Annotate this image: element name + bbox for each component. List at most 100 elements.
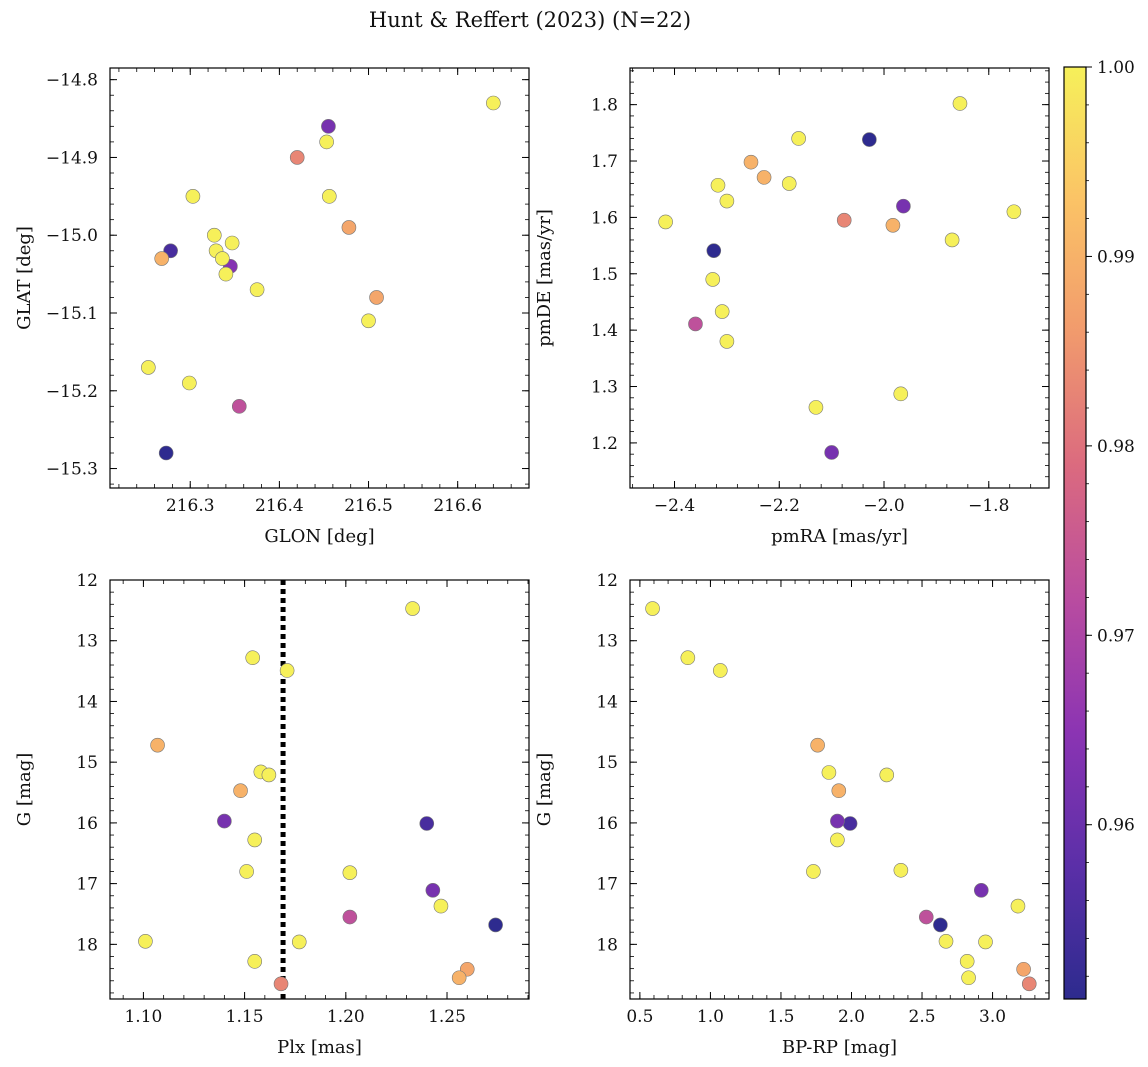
y-tick-label: 15 [596, 753, 618, 773]
x-tick-label: −2.0 [863, 496, 904, 516]
data-point [361, 313, 376, 329]
x-tick-label: 1.20 [327, 1007, 365, 1027]
data-point [185, 189, 201, 204]
panel-2: −2.4 −2.2 −2.0 −1.8 1.2 1.3 1.4 1.5 1.6 1.7 1.8 pmR… [534, 67, 1050, 547]
data-point [791, 131, 806, 146]
data-point [341, 220, 357, 235]
data-point [425, 883, 441, 898]
data-point [933, 917, 948, 933]
colorbar-tick-label: 0.98 [1097, 437, 1135, 457]
y-tick-label: −15.1 [46, 304, 98, 324]
x-axis-label: Plx [mas] [277, 1037, 362, 1058]
figure-title: Hunt & Reffert (2023) (N=22) [369, 8, 691, 32]
y-tick-label: −15.0 [46, 226, 98, 246]
data-point [688, 316, 703, 332]
y-tick-label: 1.8 [591, 96, 618, 116]
x-tick-label: 216.5 [344, 496, 393, 516]
data-point [830, 813, 845, 829]
data-point [322, 189, 337, 204]
data-point [821, 765, 837, 780]
data-point [830, 832, 845, 848]
x-axis-label: pmRA [mas/yr] [771, 526, 908, 547]
x-tick-label: 1.25 [428, 1007, 466, 1027]
x-tick-label: 1.5 [767, 1007, 794, 1027]
data-point [150, 737, 165, 753]
y-tick-label: −14.9 [46, 148, 98, 168]
data-point [321, 119, 336, 134]
data-point [289, 150, 305, 165]
data-point [743, 154, 759, 170]
panel-4: 0.5 1.0 1.5 2.0 2.5 3.0 12 13 14 15 16 17 18 BP-RP [m… [534, 571, 1050, 1058]
data-point [806, 864, 821, 879]
y-axis-label: G [mag] [14, 753, 35, 826]
data-point [680, 650, 696, 666]
data-point [249, 282, 265, 297]
data-point [706, 243, 722, 258]
y-tick-label: 13 [76, 632, 98, 652]
plot-frame [109, 67, 530, 489]
y-axis-label: pmDE [mas/yr] [534, 209, 555, 347]
colorbar-tick-label: 1.00 [1097, 58, 1135, 78]
y-tick-label: 1.4 [591, 321, 618, 341]
data-point [488, 917, 503, 933]
y-tick-label: 17 [596, 875, 618, 895]
data-point [896, 198, 911, 214]
data-point [961, 970, 976, 986]
colorbar-tick-label: 0.97 [1097, 626, 1135, 646]
colorbar-tick-label: 0.96 [1097, 816, 1135, 836]
x-tick-label: −2.4 [654, 496, 695, 516]
data-point [842, 816, 858, 831]
data-point [1010, 898, 1026, 914]
data-point [836, 212, 852, 228]
data-point [808, 400, 824, 415]
data-point [247, 954, 263, 969]
data-point [1006, 204, 1022, 220]
data-point [645, 601, 660, 616]
data-point [885, 217, 901, 233]
data-point [714, 304, 730, 319]
x-tick-label: 1.0 [697, 1007, 724, 1027]
x-tick-label: 2.0 [838, 1007, 865, 1027]
data-point [824, 445, 839, 460]
x-axis-label: BP-RP [mag] [782, 1037, 897, 1058]
data-point [419, 816, 435, 831]
colorbar-tick-label: 0.99 [1097, 247, 1135, 267]
y-tick-label: 1.2 [591, 434, 618, 454]
data-point [342, 909, 358, 925]
data-point [138, 934, 153, 949]
y-axis-label: GLAT [deg] [14, 226, 35, 330]
data-point [217, 813, 232, 829]
x-tick-label: 3.0 [979, 1007, 1006, 1027]
data-point [233, 783, 248, 799]
y-tick-label: 14 [596, 692, 618, 712]
y-tick-label: 18 [596, 935, 618, 955]
data-point [239, 864, 254, 879]
data-point [342, 865, 358, 880]
y-axis-label: G [mag] [534, 753, 555, 826]
data-point [141, 360, 156, 375]
data-point [245, 650, 261, 666]
data-point [710, 177, 726, 193]
data-point [231, 399, 247, 414]
data-point [215, 251, 230, 266]
data-point [879, 767, 895, 783]
x-tick-label: 1.15 [226, 1007, 264, 1027]
data-point [712, 663, 728, 678]
data-point [1016, 961, 1031, 977]
y-tick-label: 14 [76, 692, 98, 712]
y-tick-label: −15.3 [46, 460, 98, 480]
colorbar: 0.96 0.97 0.98 0.99 1.00 [1063, 58, 1135, 1000]
data-point [247, 832, 263, 848]
data-point [756, 170, 772, 185]
plot-frame [109, 579, 530, 1000]
data-point [719, 193, 735, 209]
data-point [182, 375, 197, 391]
data-point [810, 737, 825, 753]
y-tick-label: 13 [596, 632, 618, 652]
y-tick-label: −14.8 [46, 71, 98, 91]
x-tick-label: −1.8 [968, 496, 1009, 516]
data-point [862, 132, 877, 147]
data-point [486, 95, 501, 111]
y-tick-label: 16 [596, 814, 618, 834]
